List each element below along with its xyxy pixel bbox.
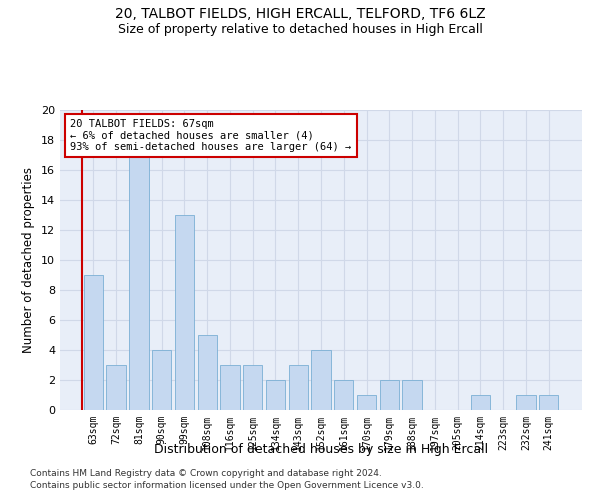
Text: Distribution of detached houses by size in High Ercall: Distribution of detached houses by size …: [154, 442, 488, 456]
Text: 20, TALBOT FIELDS, HIGH ERCALL, TELFORD, TF6 6LZ: 20, TALBOT FIELDS, HIGH ERCALL, TELFORD,…: [115, 8, 485, 22]
Bar: [129, 155, 149, 410]
Bar: [152, 350, 172, 410]
Text: Contains HM Land Registry data © Crown copyright and database right 2024.: Contains HM Land Registry data © Crown c…: [30, 468, 382, 477]
Bar: [380, 380, 399, 410]
Bar: [357, 395, 376, 410]
Bar: [289, 365, 308, 410]
Bar: [516, 395, 536, 410]
Bar: [243, 365, 262, 410]
Text: Contains public sector information licensed under the Open Government Licence v3: Contains public sector information licen…: [30, 481, 424, 490]
Bar: [220, 365, 239, 410]
Text: 20 TALBOT FIELDS: 67sqm
← 6% of detached houses are smaller (4)
93% of semi-deta: 20 TALBOT FIELDS: 67sqm ← 6% of detached…: [70, 119, 352, 152]
Bar: [197, 335, 217, 410]
Bar: [175, 215, 194, 410]
Y-axis label: Number of detached properties: Number of detached properties: [22, 167, 35, 353]
Bar: [84, 275, 103, 410]
Bar: [539, 395, 558, 410]
Text: Size of property relative to detached houses in High Ercall: Size of property relative to detached ho…: [118, 22, 482, 36]
Bar: [334, 380, 353, 410]
Bar: [106, 365, 126, 410]
Bar: [266, 380, 285, 410]
Bar: [403, 380, 422, 410]
Bar: [470, 395, 490, 410]
Bar: [311, 350, 331, 410]
